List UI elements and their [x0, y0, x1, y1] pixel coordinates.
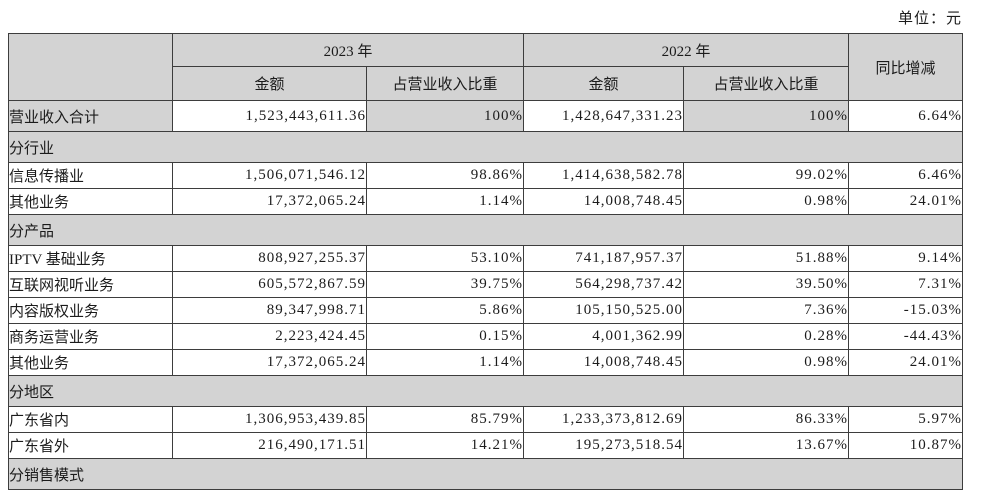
section-row-by-product: 分产品	[7, 214, 964, 246]
pct-2022-cell: 86.33%	[683, 406, 850, 433]
amount-2022-cell: 14,008,748.45	[523, 349, 685, 376]
pct-2023-cell: 39.75%	[365, 271, 525, 298]
pct-2022-cell: 100%	[683, 100, 850, 132]
header-row-measures: 金额 占营业收入比重 金额 占营业收入比重	[9, 66, 963, 101]
row-label: 营业收入合计	[8, 100, 173, 132]
yoy-cell: 24.01%	[848, 349, 964, 376]
amount-2023-cell: 1,523,443,611.36	[172, 100, 367, 132]
amount-2023-cell: 17,372,065.24	[172, 188, 367, 215]
pct-2022-cell: 51.88%	[683, 245, 850, 272]
yoy-cell: 9.14%	[848, 245, 964, 272]
pct-2022-cell: 0.98%	[683, 349, 850, 376]
amount-2023-cell: 89,347,998.71	[172, 297, 367, 324]
header-year-2022: 2022 年	[523, 33, 850, 67]
amount-2023-cell: 808,927,255.37	[172, 245, 367, 272]
table-row-content-copyright: 内容版权业务 89,347,998.71 5.86% 105,150,525.0…	[8, 297, 964, 324]
amount-2022-cell: 1,414,638,582.78	[523, 162, 685, 189]
pct-2023-cell: 0.15%	[365, 323, 525, 350]
pct-2023-cell: 5.86%	[365, 297, 525, 324]
pct-2023-cell: 1.14%	[365, 349, 525, 376]
table-row-other-business-industry: 其他业务 17,372,065.24 1.14% 14,008,748.45 0…	[8, 188, 964, 215]
amount-2023-cell: 1,306,953,439.85	[172, 406, 367, 433]
section-label: 分销售模式	[7, 458, 964, 490]
section-row-by-industry: 分行业	[7, 131, 964, 163]
pct-2023-cell: 85.79%	[365, 406, 525, 433]
table-row-guangdong-inside: 广东省内 1,306,953,439.85 85.79% 1,233,373,8…	[8, 406, 964, 433]
amount-2022-cell: 4,001,362.99	[523, 323, 685, 350]
pct-2022-cell: 0.28%	[683, 323, 850, 350]
row-label: 其他业务	[8, 188, 173, 215]
yoy-cell: 24.01%	[848, 188, 964, 215]
yoy-cell: 10.87%	[848, 432, 964, 459]
pct-2022-cell: 39.50%	[683, 271, 850, 298]
table-row-business-operation: 商务运营业务 2,223,424.45 0.15% 4,001,362.99 0…	[8, 323, 964, 350]
pct-2022-cell: 13.67%	[683, 432, 850, 459]
row-label: 广东省外	[8, 432, 173, 459]
amount-2022-cell: 105,150,525.00	[523, 297, 685, 324]
pct-2022-cell: 0.98%	[683, 188, 850, 215]
pct-2023-cell: 53.10%	[365, 245, 525, 272]
header-proportion-2023: 占营业收入比重	[365, 66, 525, 101]
row-label: 商务运营业务	[8, 323, 173, 350]
amount-2022-cell: 741,187,957.37	[523, 245, 685, 272]
amount-2023-cell: 1,506,071,546.12	[172, 162, 367, 189]
amount-2022-cell: 195,273,518.54	[523, 432, 685, 459]
pct-2023-cell: 14.21%	[365, 432, 525, 459]
header-year-2023: 2023 年	[171, 33, 525, 67]
table-row-iptv-basic: IPTV 基础业务 808,927,255.37 53.10% 741,187,…	[8, 245, 964, 272]
amount-2023-cell: 17,372,065.24	[172, 349, 367, 376]
amount-2022-cell: 1,233,373,812.69	[523, 406, 685, 433]
yoy-cell: 5.97%	[848, 406, 964, 433]
pct-2022-cell: 99.02%	[683, 162, 850, 189]
amount-2023-cell: 605,572,867.59	[172, 271, 367, 298]
table-row-info-transmission: 信息传播业 1,506,071,546.12 98.86% 1,414,638,…	[8, 162, 964, 189]
section-label: 分行业	[7, 131, 964, 163]
row-label: 广东省内	[8, 406, 173, 433]
amount-2023-cell: 216,490,171.51	[172, 432, 367, 459]
table-row-internet-av: 互联网视听业务 605,572,867.59 39.75% 564,298,73…	[8, 271, 964, 298]
yoy-cell: 7.31%	[848, 271, 964, 298]
header-row-years: 2023 年 2022 年 同比增减	[8, 33, 964, 101]
section-label: 分地区	[7, 375, 964, 407]
section-row-by-region: 分地区	[7, 375, 964, 407]
header-amount-2023: 金额	[172, 66, 367, 101]
table-row-guangdong-outside: 广东省外 216,490,171.51 14.21% 195,273,518.5…	[8, 432, 964, 459]
row-label: 互联网视听业务	[8, 271, 173, 298]
unit-label: 单位：元	[897, 11, 962, 27]
section-label: 分产品	[7, 214, 964, 246]
pct-2022-cell: 7.36%	[683, 297, 850, 324]
amount-2022-cell: 564,298,737.42	[523, 271, 685, 298]
header-yoy-change: 同比增减	[848, 33, 964, 101]
table-row-total-revenue: 营业收入合计 1,523,443,611.36 100% 1,428,647,3…	[8, 100, 964, 132]
row-label: 其他业务	[8, 349, 173, 376]
header-amount-2022: 金额	[523, 66, 685, 101]
row-label: 信息传播业	[8, 162, 173, 189]
pct-2023-cell: 100%	[365, 100, 525, 132]
row-label: 内容版权业务	[8, 297, 173, 324]
amount-2022-cell: 14,008,748.45	[523, 188, 685, 215]
table-row-other-business-product: 其他业务 17,372,065.24 1.14% 14,008,748.45 0…	[8, 349, 964, 376]
pct-2023-cell: 98.86%	[365, 162, 525, 189]
revenue-breakdown-table: 2023 年 2022 年 同比增减 金额 占营业收入比重 金额 占营业收入比重…	[7, 33, 964, 490]
pct-2023-cell: 1.14%	[365, 188, 525, 215]
corner-blank-cell	[8, 33, 173, 101]
yoy-cell: -15.03%	[848, 297, 964, 324]
amount-2023-cell: 2,223,424.45	[172, 323, 367, 350]
yoy-cell: 6.46%	[848, 162, 964, 189]
header-proportion-2022: 占营业收入比重	[683, 66, 850, 101]
amount-2022-cell: 1,428,647,331.23	[523, 100, 685, 132]
yoy-cell: 6.64%	[848, 100, 964, 132]
row-label: IPTV 基础业务	[8, 245, 173, 272]
section-row-by-sales-model: 分销售模式	[7, 458, 964, 490]
yoy-cell: -44.43%	[848, 323, 964, 350]
